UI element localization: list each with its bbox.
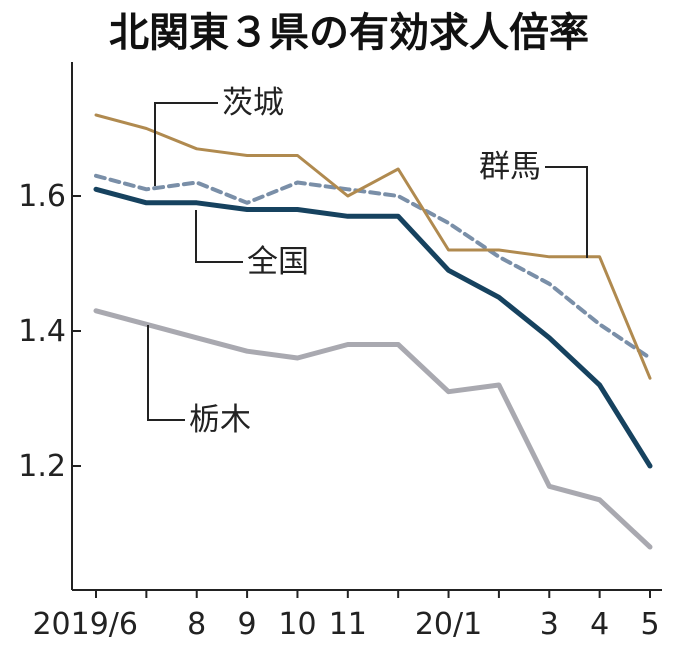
callout-leader-0 — [154, 102, 218, 186]
x-tick-label: 8 — [187, 607, 206, 642]
series-line-1 — [94, 113, 652, 380]
y-tick-label: 1.2 — [18, 449, 66, 484]
x-tick-label: 4 — [590, 607, 609, 642]
series-line-3 — [93, 308, 653, 550]
series-line-2 — [93, 186, 653, 469]
callout-leader-3 — [147, 325, 185, 421]
x-tick-label: 3 — [540, 607, 559, 642]
series-label-0: 茨城 — [222, 85, 284, 121]
y-tick-label: 1.6 — [18, 179, 66, 214]
series-line-0 — [94, 173, 652, 360]
series-label-2: 全国 — [247, 244, 309, 280]
x-tick-label: 2019/6 — [32, 607, 138, 642]
series-label-3: 栃木 — [189, 402, 251, 438]
callout-leader-2 — [195, 210, 243, 263]
x-tick-label: 11 — [329, 607, 367, 642]
x-tick-label: 10 — [278, 607, 316, 642]
x-tick-label: 5 — [640, 607, 659, 642]
callout-leader-1 — [545, 166, 588, 258]
series-label-1: 群馬 — [479, 149, 541, 185]
y-tick-label: 1.4 — [18, 314, 66, 349]
x-tick-label: 20/1 — [415, 607, 482, 642]
chart-title: 北関東３県の有効求人倍率 — [109, 10, 589, 56]
x-tick-label: 9 — [238, 607, 257, 642]
